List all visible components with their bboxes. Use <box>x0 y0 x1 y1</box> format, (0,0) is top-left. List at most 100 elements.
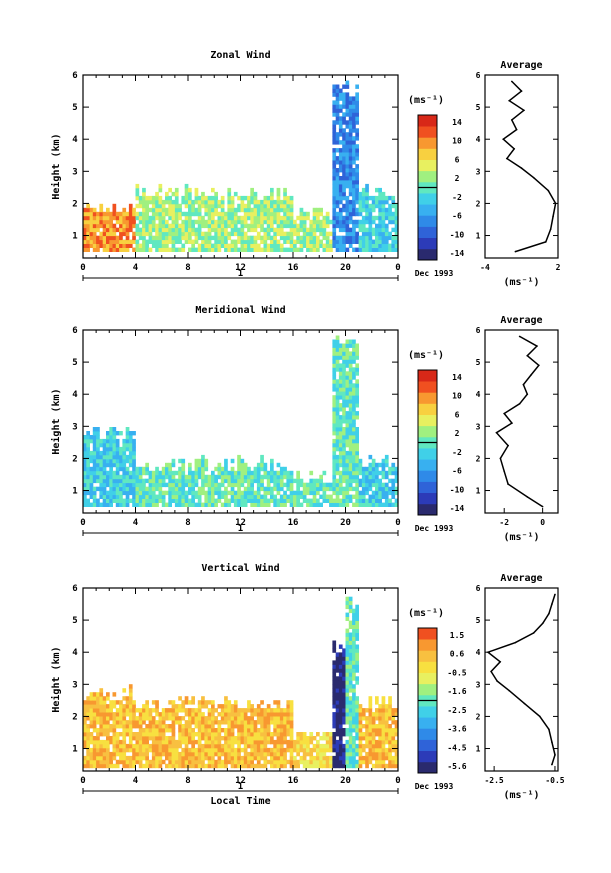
heatmap-cell <box>253 708 258 713</box>
heatmap-cell <box>378 478 382 484</box>
heatmap-cell <box>338 446 343 452</box>
heatmap-cell <box>92 502 97 507</box>
heatmap-cell <box>378 215 382 221</box>
heatmap-cell <box>338 502 343 507</box>
heatmap-cell <box>365 743 369 749</box>
heatmap-cell <box>338 438 343 444</box>
heatmap-cell <box>197 486 202 492</box>
heatmap-cell <box>125 211 130 217</box>
heatmap-cell <box>174 203 179 209</box>
heatmap-cell <box>338 180 343 185</box>
colorbar-tick-label: 0.6 <box>450 650 465 659</box>
heatmap-cell <box>352 223 356 229</box>
heatmap-cell <box>92 494 97 499</box>
heatmap-cell <box>329 494 333 499</box>
heatmap-cell <box>335 379 340 384</box>
heatmap-cell <box>115 743 120 749</box>
heatmap-cell <box>358 704 363 709</box>
heatmap-cell <box>384 712 389 717</box>
heatmap-cell <box>188 466 192 472</box>
heatmap-cell <box>332 227 337 233</box>
heatmap-cell <box>155 235 159 241</box>
heatmap-cell <box>322 231 327 237</box>
heatmap-cell <box>253 724 258 729</box>
heatmap-cell <box>256 207 261 213</box>
heatmap-cell <box>279 716 284 721</box>
heatmap-cell <box>99 755 104 761</box>
heatmap-cell <box>352 399 356 404</box>
heatmap-cell <box>345 199 350 205</box>
heatmap-cell <box>361 747 366 753</box>
heatmap-cell <box>233 223 238 229</box>
heatmap-cell <box>204 720 209 725</box>
heatmap-cell <box>352 672 356 677</box>
heatmap-cell <box>306 231 310 237</box>
heatmap-cell <box>151 203 156 209</box>
heatmap-cell <box>342 747 346 753</box>
heatmap-cell <box>174 720 179 725</box>
heatmap-cell <box>142 243 146 248</box>
heatmap-cell <box>368 462 373 468</box>
heatmap-cell <box>283 728 287 733</box>
heatmap-cell <box>263 724 268 729</box>
heatmap-cell <box>335 656 340 661</box>
heatmap-cell <box>322 227 327 233</box>
heatmap-cell <box>352 239 356 244</box>
heatmap-cell <box>161 724 166 729</box>
heatmap-cell <box>394 239 399 244</box>
heatmap-cell <box>83 755 87 761</box>
heatmap-cell <box>348 708 353 713</box>
heatmap-cell <box>112 474 117 480</box>
heatmap-cell <box>125 708 130 713</box>
heatmap-cell <box>181 755 186 761</box>
heatmap-cell <box>125 724 130 729</box>
heatmap-cell <box>224 219 228 225</box>
heatmap-cell <box>361 490 366 496</box>
heatmap-cell <box>207 231 212 237</box>
heatmap-cell <box>283 712 287 717</box>
heatmap-cell <box>227 187 232 193</box>
heatmap-cell <box>348 235 353 241</box>
heatmap-cell <box>368 700 373 705</box>
heatmap-cell <box>319 227 323 233</box>
heatmap-cell <box>348 724 353 729</box>
heatmap-cell <box>217 732 222 737</box>
heatmap-cell <box>365 736 369 741</box>
heatmap-cell <box>214 490 218 496</box>
heatmap-cell <box>99 466 104 472</box>
heatmap-cell <box>253 732 258 737</box>
heatmap-cell <box>384 207 389 213</box>
heatmap-cell <box>86 696 90 701</box>
heatmap-cell <box>158 755 163 761</box>
heatmap-cell <box>135 482 140 488</box>
heatmap-cell <box>188 728 192 733</box>
heatmap-cell <box>352 140 356 145</box>
heatmap-cell <box>342 708 346 713</box>
heatmap-cell <box>293 227 297 233</box>
heatmap-cell <box>155 739 159 745</box>
heatmap-cell <box>368 482 373 488</box>
heatmap-cell <box>145 755 149 761</box>
heatmap-cell <box>273 739 277 745</box>
heatmap-cell <box>191 247 195 252</box>
heatmap-cell <box>375 199 379 205</box>
heatmap-cell <box>184 728 189 733</box>
heatmap-cell <box>227 207 232 213</box>
heatmap-cell <box>184 195 189 201</box>
heatmap-cell <box>96 478 100 484</box>
heatmap-cell <box>155 486 159 492</box>
heatmap-cell <box>342 763 346 769</box>
heatmap-cell <box>165 239 169 244</box>
heatmap-cell <box>345 604 350 610</box>
heatmap-cell <box>181 211 186 217</box>
heatmap-cell <box>345 743 350 749</box>
heatmap-cell <box>233 712 238 717</box>
heatmap-cell <box>171 462 176 468</box>
heatmap-cell <box>83 458 87 464</box>
heatmap-cell <box>322 498 327 503</box>
heatmap-cell <box>230 195 235 201</box>
heatmap-cell <box>132 720 136 725</box>
heatmap-cell <box>348 140 353 145</box>
heatmap-cell <box>247 243 251 248</box>
heatmap-cell <box>345 132 350 137</box>
